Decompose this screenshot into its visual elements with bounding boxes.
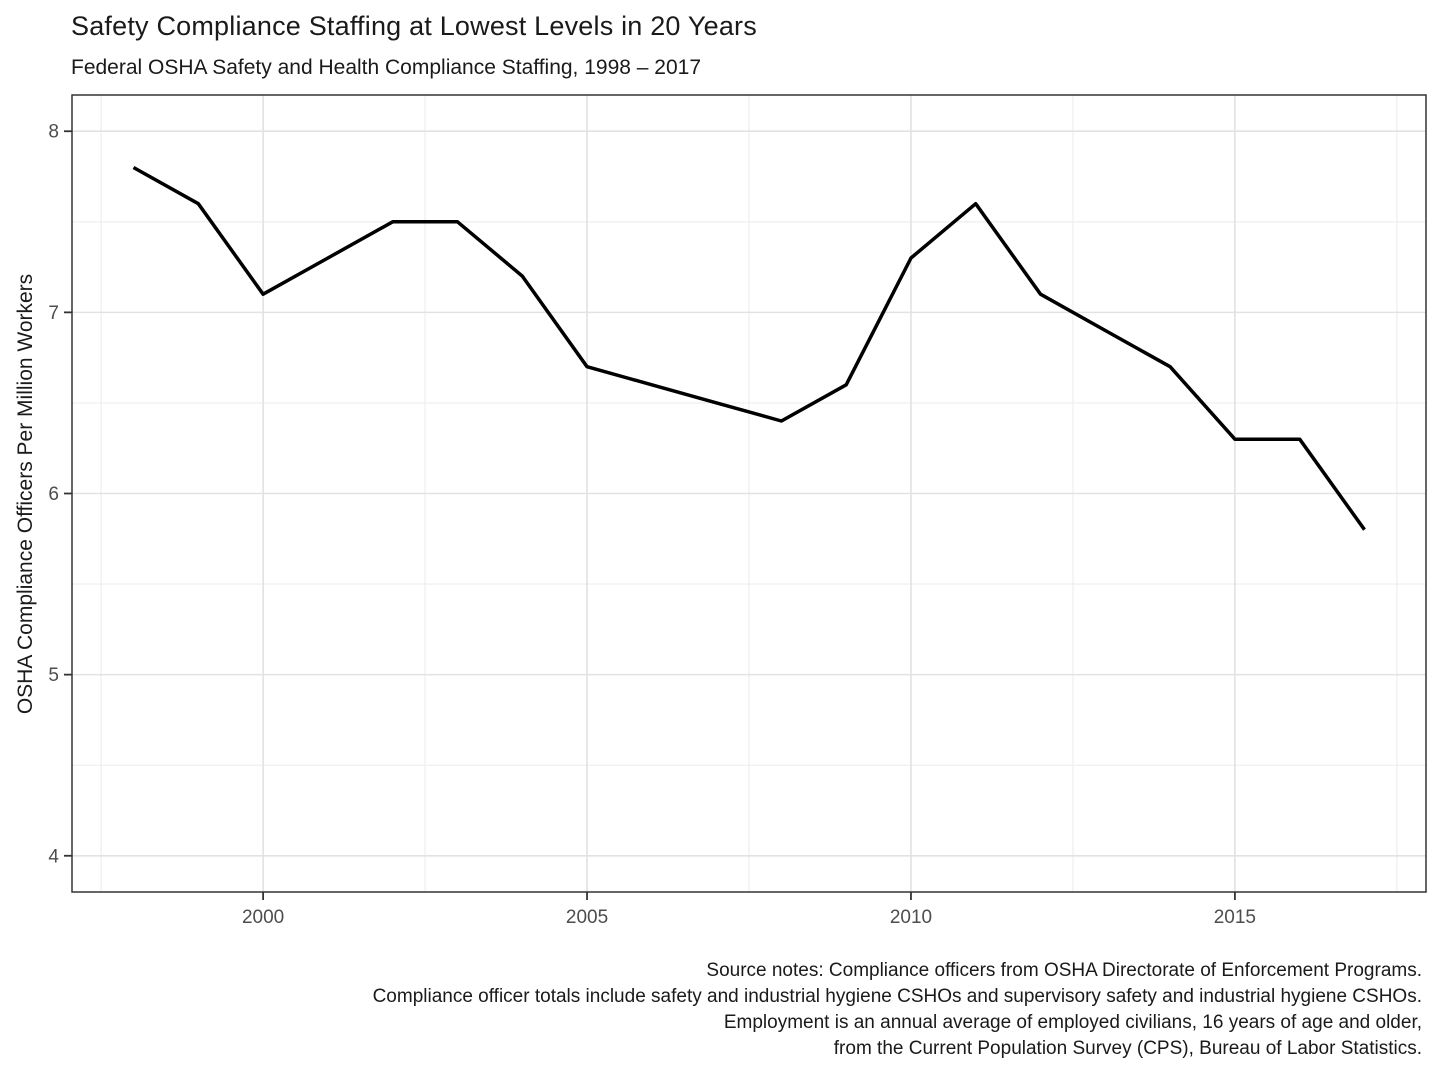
y-tick-label: 8	[48, 122, 59, 143]
y-tick-label: 7	[48, 303, 59, 324]
x-tick-label: 2010	[890, 907, 932, 928]
data-line	[132, 165, 1366, 531]
x-tick-label: 2000	[242, 907, 284, 928]
source-note-line: Compliance officer totals include safety…	[372, 986, 1422, 1007]
y-tick-label: 4	[48, 846, 59, 867]
y-tick-label: 6	[48, 484, 59, 505]
x-tick-label: 2005	[566, 907, 608, 928]
y-tick-label: 5	[48, 665, 59, 686]
chart-subtitle: Federal OSHA Safety and Health Complianc…	[71, 56, 702, 79]
source-note-line: from the Current Population Survey (CPS)…	[833, 1038, 1422, 1059]
source-notes: Source notes: Compliance officers from O…	[373, 958, 1422, 1062]
x-tick-label: 2015	[1214, 907, 1256, 928]
source-note-line: Employment is an annual average of emplo…	[723, 1012, 1422, 1033]
chart-title: Safety Compliance Staffing at Lowest Lev…	[71, 11, 757, 41]
source-note-line: Source notes: Compliance officers from O…	[706, 960, 1422, 981]
